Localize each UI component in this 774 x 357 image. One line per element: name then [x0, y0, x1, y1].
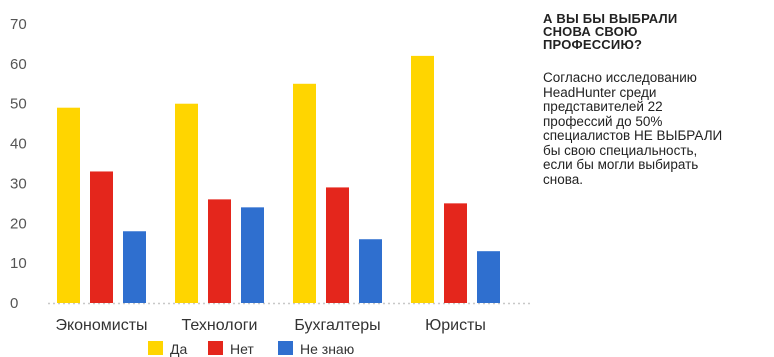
y-tick-label: 20 [10, 215, 27, 232]
bar-chart: 0 10 20 30 40 50 60 70 Экономисты Технологи Бухгал… [10, 16, 530, 357]
category-label: Экономисты [55, 317, 147, 334]
side-panel: А ВЫ БЫ ВЫБРАЛИ СНОВА СВОЮ ПРОФЕССИЮ? Со… [543, 12, 773, 187]
bar-1-2 [326, 187, 349, 303]
y-tick-label: 50 [10, 96, 27, 113]
bar-2-2 [359, 239, 382, 303]
bar-2-3 [477, 251, 500, 303]
legend-swatch [208, 341, 223, 355]
bar-1-3 [444, 203, 467, 303]
bar-0-3 [411, 55, 434, 304]
legend-label: Да [170, 341, 187, 357]
legend-swatch [148, 341, 163, 355]
bar-2-1 [241, 207, 264, 303]
y-tick-label: 60 [10, 56, 27, 73]
y-tick-label: 0 [10, 295, 18, 312]
bar-1-0 [90, 171, 113, 303]
bar-0-0 [57, 107, 80, 303]
y-tick-label: 30 [10, 175, 27, 192]
legend-label: Не знаю [300, 341, 354, 357]
bar-0-2 [293, 83, 316, 304]
bar-0-1 [175, 103, 198, 303]
category-label: Бухгалтеры [294, 317, 380, 334]
bar-1-1 [208, 199, 231, 303]
side-title: А ВЫ БЫ ВЫБРАЛИ СНОВА СВОЮ ПРОФЕССИЮ? [543, 11, 678, 52]
y-tick-label: 10 [10, 255, 27, 272]
category-label: Технологи [182, 317, 258, 334]
legend-label: Нет [230, 341, 254, 357]
y-tick-label: 40 [10, 136, 27, 153]
side-text: Согласно исследованию HeadHunter среди п… [543, 70, 723, 187]
y-tick-label: 70 [10, 16, 27, 33]
category-label: Юристы [425, 317, 486, 334]
legend-swatch [278, 341, 293, 355]
bar-2-0 [123, 231, 146, 303]
